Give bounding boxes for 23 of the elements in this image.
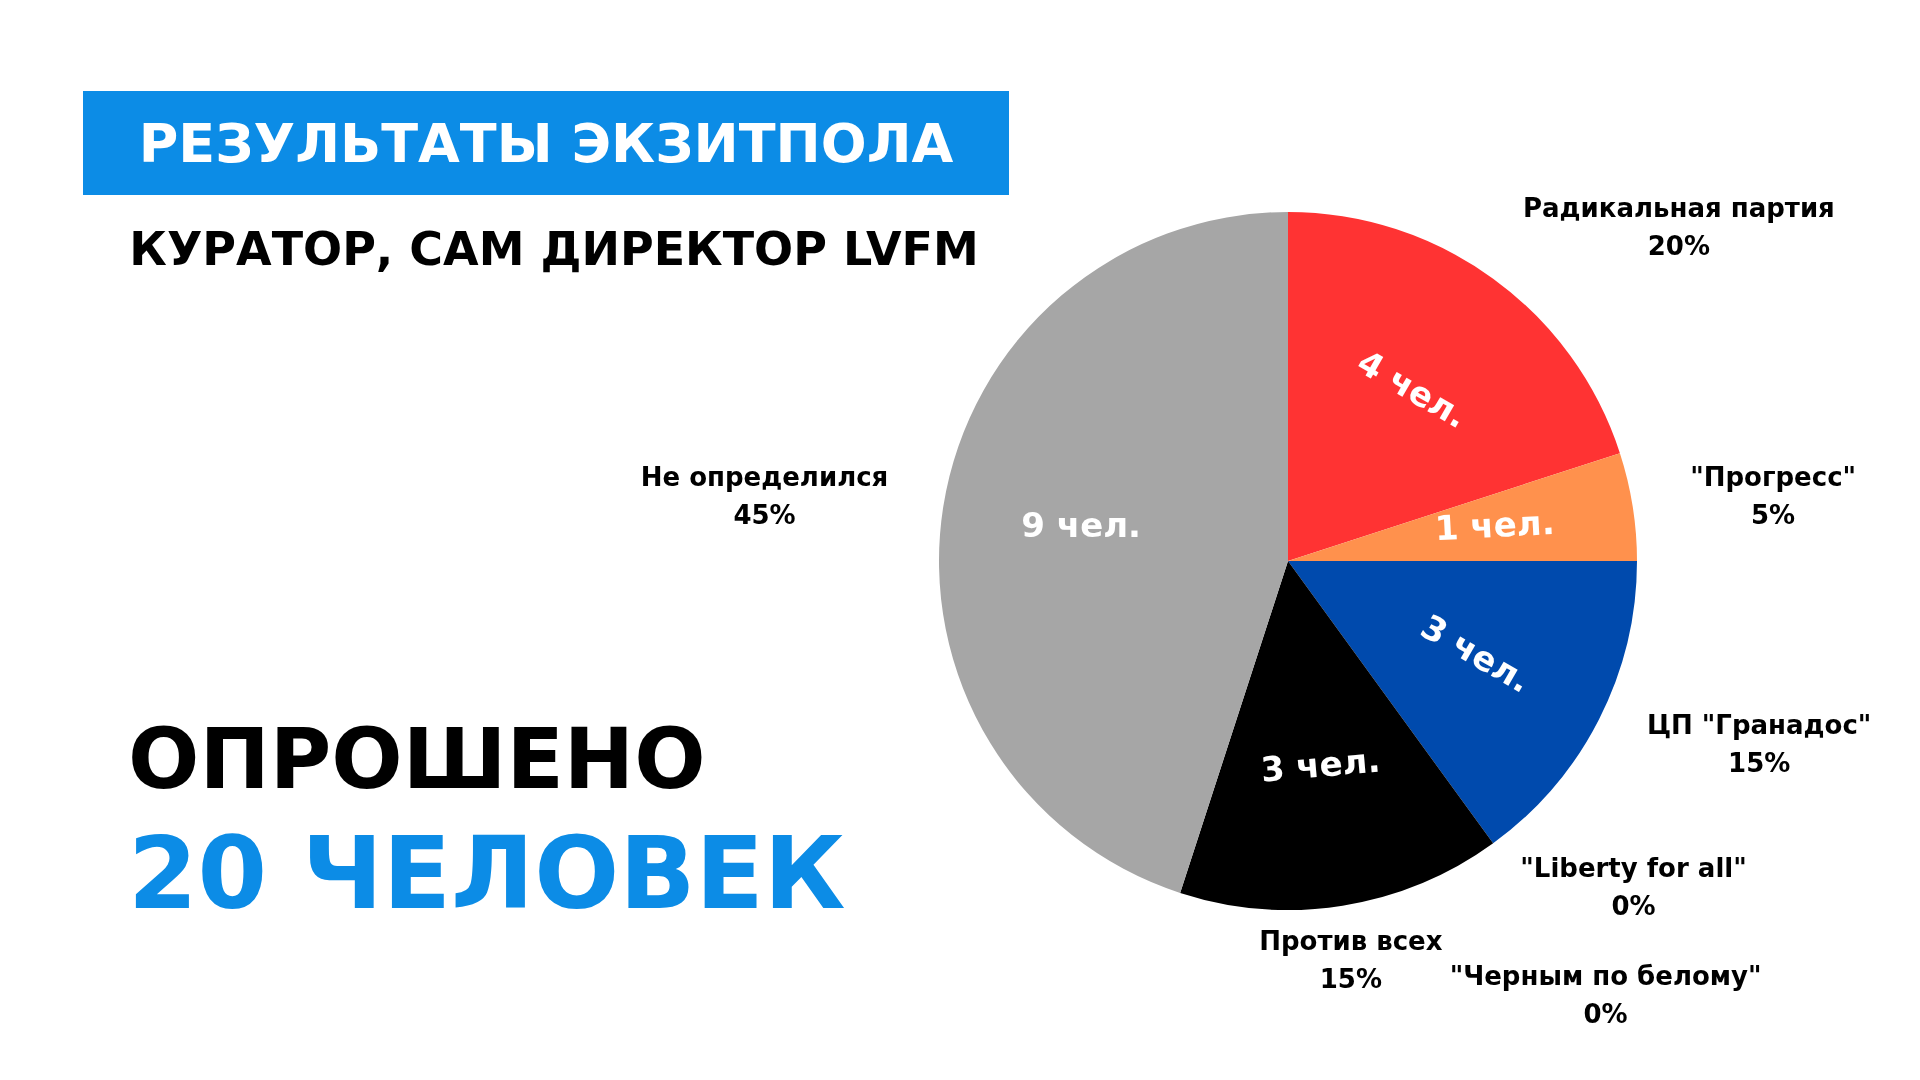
text: 0%	[1611, 890, 1656, 921]
data-label: 9 чел.	[1021, 505, 1142, 546]
text: 20 ЧЕЛОВЕК	[128, 815, 846, 932]
slice-label: Против всех	[1259, 926, 1443, 957]
slice-label: "Прогресс"	[1690, 461, 1857, 492]
text: 0%	[1583, 999, 1628, 1029]
category-label: "Liberty for all"	[1520, 852, 1747, 883]
text: 45%	[733, 499, 796, 530]
text: ОПРОШЕНО	[128, 710, 706, 808]
chart-title: РЕЗУЛЬТАТЫ ЭКЗИТПОЛА	[83, 91, 1009, 195]
data-label: 3 чел.	[1414, 606, 1538, 701]
text: 5%	[1751, 499, 1796, 530]
category-label: "Черным по белому"	[1449, 961, 1762, 991]
data-label: 1 чел.	[1433, 501, 1556, 549]
text: 15%	[1728, 747, 1791, 778]
text: КУРАТОР, САМ ДИРЕКТОР LVFM	[128, 222, 980, 276]
text: 15%	[1319, 964, 1382, 995]
slice-label: Не определился	[640, 461, 889, 492]
slice-label: Радикальная партия	[1522, 193, 1835, 224]
data-label: 4 чел.	[1350, 341, 1475, 437]
text: 20%	[1647, 231, 1710, 262]
data-label: 3 чел.	[1259, 739, 1382, 790]
slice-label: ЦП "Гранадос"	[1646, 709, 1872, 740]
